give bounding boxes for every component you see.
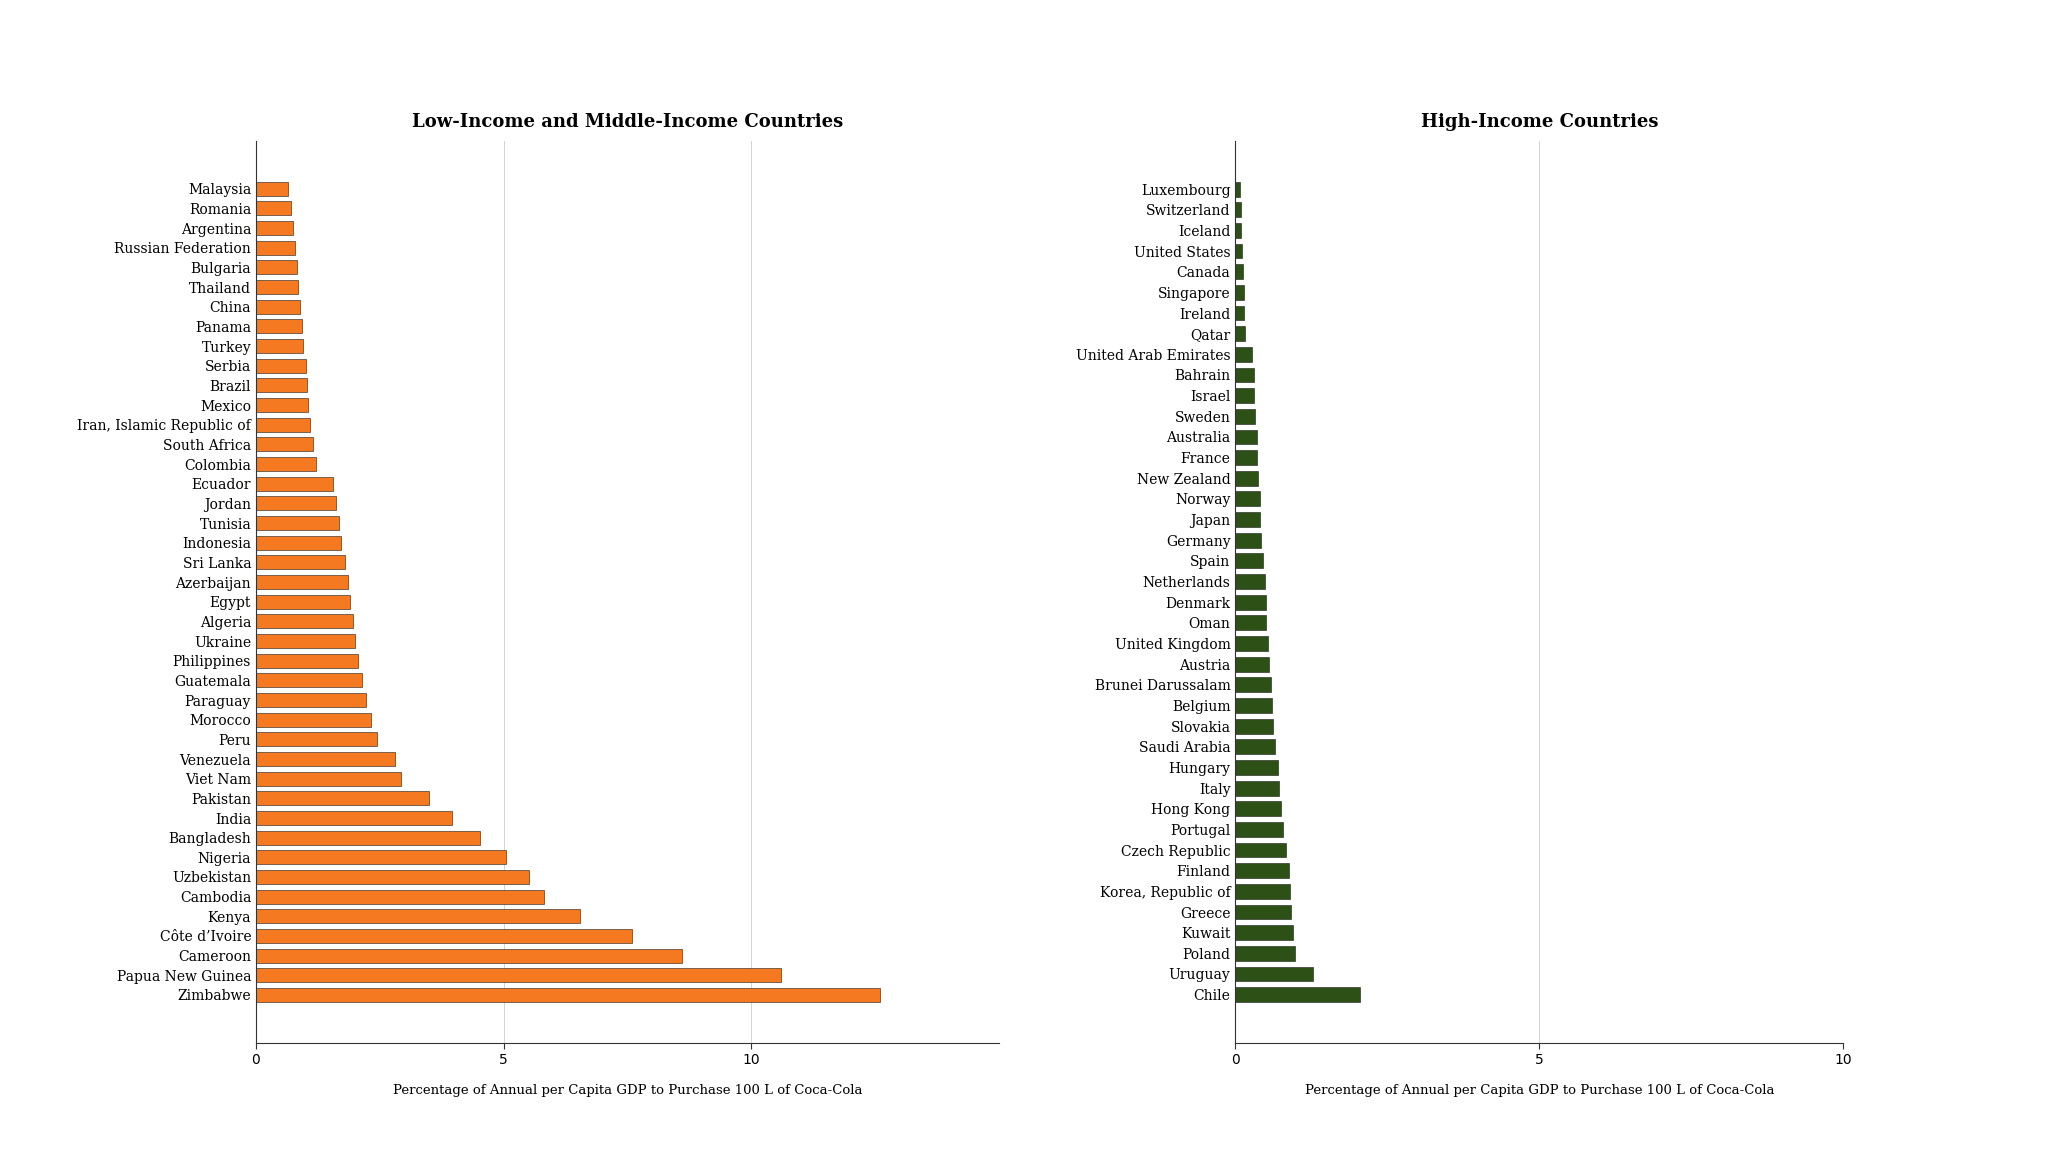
Bar [256, 202, 291, 216]
Bar [1235, 884, 1290, 899]
Bar [1235, 450, 1257, 465]
Title: High-Income Countries: High-Income Countries [1421, 113, 1659, 131]
Title: Low-Income and Middle-Income Countries: Low-Income and Middle-Income Countries [412, 113, 844, 131]
Bar [1235, 699, 1272, 713]
Bar [256, 771, 401, 785]
Bar [1235, 781, 1280, 796]
Bar [1235, 656, 1270, 672]
Bar [1235, 718, 1274, 734]
Bar [1235, 285, 1243, 300]
Bar [256, 359, 305, 373]
Bar [256, 890, 545, 904]
Bar [256, 634, 354, 648]
Bar [1235, 306, 1245, 320]
Bar [1235, 264, 1243, 279]
Bar [256, 379, 307, 393]
Bar [1235, 244, 1241, 259]
Bar [1235, 409, 1255, 424]
Bar [1235, 368, 1253, 382]
Bar [1235, 967, 1313, 981]
Bar [256, 752, 395, 766]
Bar [256, 319, 301, 334]
Bar [256, 556, 346, 570]
Bar [256, 850, 506, 865]
Bar [1235, 843, 1286, 858]
Bar [1235, 636, 1268, 650]
Bar [256, 693, 367, 707]
Bar [256, 909, 580, 924]
X-axis label: Percentage of Annual per Capita GDP to Purchase 100 L of Coca-Cola: Percentage of Annual per Capita GDP to P… [393, 1084, 862, 1097]
Bar [256, 870, 528, 884]
Bar [256, 457, 317, 471]
Bar [1235, 905, 1290, 920]
Bar [1235, 987, 1360, 1002]
Bar [1235, 594, 1266, 609]
Bar [256, 280, 299, 294]
Bar [1235, 946, 1294, 961]
Bar [1235, 471, 1257, 485]
Bar [256, 811, 453, 825]
Bar [1235, 759, 1278, 775]
Bar [256, 791, 430, 805]
Bar [256, 437, 313, 451]
Bar [1235, 512, 1260, 527]
Bar [1235, 533, 1262, 547]
Bar [1235, 182, 1239, 197]
Bar [1235, 925, 1292, 940]
Bar [1235, 677, 1270, 693]
X-axis label: Percentage of Annual per Capita GDP to Purchase 100 L of Coca-Cola: Percentage of Annual per Capita GDP to P… [1305, 1084, 1774, 1097]
Bar [256, 614, 352, 628]
Bar [256, 575, 348, 590]
Bar [1235, 802, 1280, 816]
Bar [1235, 740, 1274, 755]
Bar [1235, 491, 1260, 506]
Bar [1235, 429, 1257, 444]
Bar [256, 732, 377, 747]
Bar [256, 929, 633, 943]
Bar [256, 988, 881, 1002]
Bar [1235, 553, 1264, 568]
Bar [256, 260, 297, 274]
Bar [256, 417, 311, 431]
Bar [1235, 822, 1282, 837]
Bar [256, 300, 299, 314]
Bar [1235, 203, 1241, 217]
Bar [1235, 223, 1241, 238]
Bar [1235, 574, 1264, 590]
Bar [256, 222, 293, 236]
Bar [256, 654, 358, 668]
Bar [256, 496, 336, 511]
Bar [256, 339, 303, 353]
Bar [256, 516, 340, 530]
Bar [256, 713, 371, 727]
Bar [256, 182, 289, 196]
Bar [256, 948, 682, 962]
Bar [1235, 388, 1253, 403]
Bar [256, 536, 342, 550]
Bar [256, 673, 362, 688]
Bar [1235, 326, 1245, 341]
Bar [1235, 864, 1288, 878]
Bar [1235, 615, 1266, 631]
Bar [256, 968, 780, 982]
Bar [256, 398, 307, 413]
Bar [256, 594, 350, 608]
Bar [256, 240, 295, 254]
Bar [256, 477, 332, 491]
Bar [1235, 347, 1253, 362]
Bar [256, 831, 479, 845]
